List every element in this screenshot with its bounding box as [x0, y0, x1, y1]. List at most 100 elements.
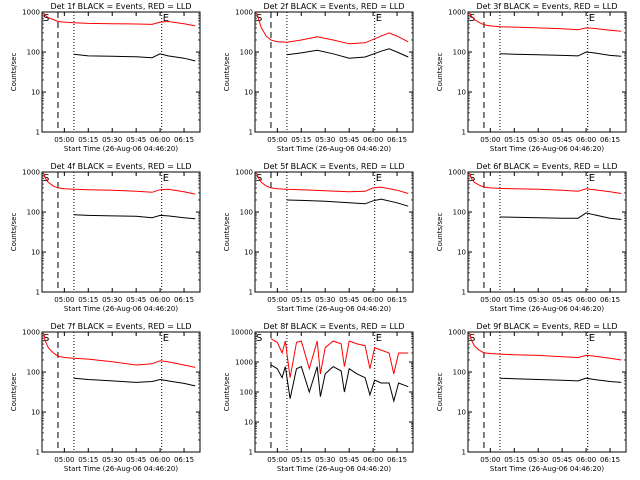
- x-tick-label: 05:45: [126, 136, 146, 144]
- y-tick-label: 1: [462, 289, 466, 297]
- x-tick-label: 05:15: [504, 136, 524, 144]
- x-tick-label: 05:00: [267, 136, 287, 144]
- y-tick-label: 100: [240, 209, 253, 217]
- series-line-lld: [469, 12, 622, 32]
- chart-title: Det 8f BLACK = Events, RED = LLD: [263, 322, 404, 331]
- y-tick-label: 1: [462, 449, 466, 457]
- plot-frame: [41, 331, 201, 453]
- end-marker: E: [376, 173, 382, 184]
- series-line-events: [73, 214, 196, 220]
- end-marker: E: [589, 333, 595, 344]
- y-tick-label: 1000: [22, 169, 40, 177]
- y-tick-label: 100: [240, 389, 253, 397]
- x-tick-label: 05:30: [102, 296, 122, 304]
- x-axis-label: Start Time (26-Aug-06 04:46:20): [64, 465, 178, 473]
- x-tick-label: 06:00: [150, 296, 170, 304]
- start-marker: S: [256, 333, 262, 344]
- x-tick-label: 05:45: [126, 296, 146, 304]
- y-tick-label: 1: [36, 289, 40, 297]
- chart-svg: Det 8f BLACK = Events, RED = LLD 1 10 100 10…: [223, 322, 414, 473]
- y-tick-label: 1000: [448, 169, 466, 177]
- x-tick-label: 05:45: [339, 296, 359, 304]
- end-marker: E: [376, 333, 382, 344]
- series-line-lld: [43, 172, 196, 195]
- x-tick-label: 05:00: [480, 136, 500, 144]
- x-tick-label: 05:30: [528, 296, 548, 304]
- detector-panel-8: Det 8f BLACK = Events, RED = LLD 1 10 100 10…: [213, 320, 426, 480]
- start-marker: S: [469, 173, 475, 184]
- x-tick-label: 05:30: [528, 136, 548, 144]
- x-tick-label: 06:00: [150, 456, 170, 464]
- x-tick-label: 05:15: [291, 136, 311, 144]
- y-tick-label: 100: [453, 49, 466, 57]
- y-tick-label: 10: [31, 409, 40, 417]
- chart-title: Det 5f BLACK = Events, RED = LLD: [263, 162, 404, 171]
- x-axis-label: Start Time (26-Aug-06 04:46:20): [64, 305, 178, 313]
- x-tick-label: 06:15: [174, 456, 194, 464]
- detector-panel-7: Det 7f BLACK = Events, RED = LLD 1 10 100 10…: [0, 320, 213, 480]
- x-tick-label: 05:00: [54, 456, 74, 464]
- chart-title: Det 9f BLACK = Events, RED = LLD: [476, 322, 617, 331]
- y-tick-label: 10: [457, 89, 466, 97]
- series-line-lld: [469, 332, 622, 361]
- end-marker: E: [376, 13, 382, 24]
- y-axis-label: Counts/sec: [10, 53, 18, 92]
- series-line-events: [499, 377, 622, 383]
- y-tick-label: 10: [244, 249, 253, 257]
- series-line-lld: [43, 332, 196, 368]
- start-marker: S: [43, 333, 49, 344]
- end-marker: E: [163, 173, 169, 184]
- y-tick-label: 10: [457, 409, 466, 417]
- chart-title: Det 7f BLACK = Events, RED = LLD: [50, 322, 191, 331]
- start-marker: S: [256, 13, 262, 24]
- chart-svg: Det 6f BLACK = Events, RED = LLD 1 10 100 10…: [436, 162, 627, 313]
- x-tick-label: 06:15: [387, 456, 407, 464]
- y-tick-label: 10: [31, 89, 40, 97]
- y-tick-label: 100: [27, 369, 40, 377]
- y-tick-label: 1000: [22, 9, 40, 17]
- series-line-events: [270, 364, 409, 403]
- plot-frame: [254, 331, 414, 453]
- series-line-events: [286, 198, 409, 207]
- y-tick-label: 1: [249, 449, 253, 457]
- series-line-events: [499, 212, 622, 220]
- series-line-lld: [43, 12, 196, 27]
- y-tick-label: 100: [27, 209, 40, 217]
- x-tick-label: 06:15: [387, 296, 407, 304]
- y-tick-label: 1: [462, 129, 466, 137]
- x-tick-label: 06:00: [363, 296, 383, 304]
- y-axis-label: Counts/sec: [436, 53, 444, 92]
- plot-frame: [467, 171, 627, 293]
- series-line-events: [499, 51, 622, 57]
- x-tick-label: 05:30: [102, 456, 122, 464]
- detector-panel-1: Det 1f BLACK = Events, RED = LLD 1 10 100 10…: [0, 0, 213, 160]
- plot-frame: [254, 11, 414, 133]
- start-marker: S: [469, 333, 475, 344]
- y-tick-label: 100: [453, 209, 466, 217]
- detector-panel-3: Det 3f BLACK = Events, RED = LLD 1 10 100 10…: [426, 0, 639, 160]
- plot-frame: [467, 331, 627, 453]
- series-line-lld: [256, 172, 409, 194]
- y-tick-label: 10: [31, 249, 40, 257]
- y-tick-label: 1: [36, 129, 40, 137]
- x-tick-label: 05:00: [54, 136, 74, 144]
- series-line-events: [73, 53, 196, 62]
- x-axis-label: Start Time (26-Aug-06 04:46:20): [490, 305, 604, 313]
- x-axis-label: Start Time (26-Aug-06 04:46:20): [277, 145, 391, 153]
- x-tick-label: 05:45: [552, 296, 572, 304]
- end-marker: E: [163, 13, 169, 24]
- detector-panel-6: Det 6f BLACK = Events, RED = LLD 1 10 100 10…: [426, 160, 639, 320]
- chart-svg: Det 7f BLACK = Events, RED = LLD 1 10 100 10…: [10, 322, 201, 473]
- chart-title: Det 4f BLACK = Events, RED = LLD: [50, 162, 191, 171]
- x-tick-label: 05:15: [504, 296, 524, 304]
- x-tick-label: 05:30: [528, 456, 548, 464]
- x-tick-label: 06:00: [150, 136, 170, 144]
- x-tick-label: 05:15: [78, 136, 98, 144]
- x-tick-label: 06:15: [600, 136, 620, 144]
- series-line-events: [286, 48, 409, 59]
- plot-frame: [41, 11, 201, 133]
- end-marker: E: [589, 173, 595, 184]
- y-tick-label: 100: [453, 369, 466, 377]
- y-tick-label: 10000: [231, 329, 253, 337]
- x-tick-label: 05:15: [78, 296, 98, 304]
